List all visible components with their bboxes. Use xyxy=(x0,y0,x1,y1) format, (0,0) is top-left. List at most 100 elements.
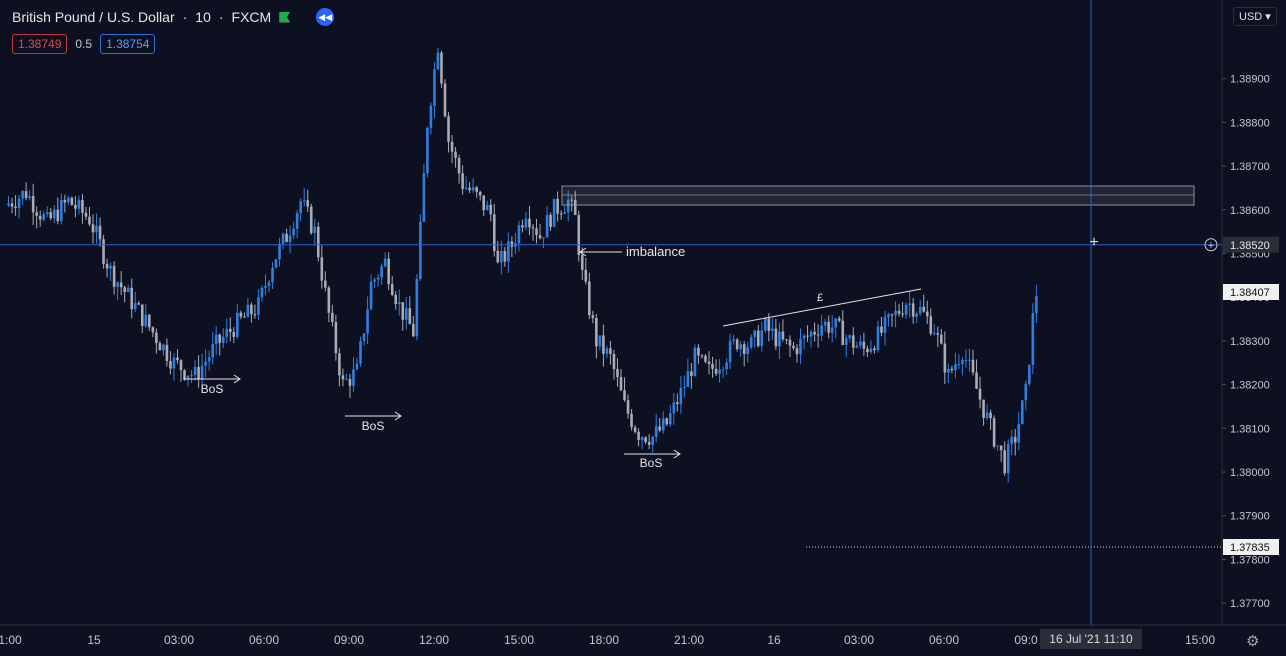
candle-body xyxy=(658,426,662,431)
time-tick-label: 03:00 xyxy=(844,633,874,647)
candle-body xyxy=(760,330,764,346)
candle-body xyxy=(883,317,887,333)
time-axis[interactable]: 1:00 15 03:00 06:00 09:00 12:00 15:00 18:00 21:0… xyxy=(0,624,1286,649)
candle-body xyxy=(830,327,834,333)
candle-body xyxy=(334,322,338,354)
candle-body xyxy=(471,187,475,191)
bos-label: BoS xyxy=(640,456,663,470)
candle-body xyxy=(88,216,91,225)
candle-body xyxy=(788,339,792,346)
candle-body xyxy=(397,302,401,305)
candle-body xyxy=(633,427,637,432)
candle-body xyxy=(573,199,577,215)
candle-body xyxy=(954,364,957,371)
candle-body xyxy=(278,243,281,260)
crosshair-cursor-icon: + xyxy=(1089,234,1098,251)
price-tick-label: 1.38700 xyxy=(1230,161,1270,173)
currency-label: USD xyxy=(1239,11,1263,23)
arrow-head xyxy=(579,247,587,257)
candle-body xyxy=(246,304,250,317)
candle-body xyxy=(802,335,806,339)
candle-body xyxy=(91,224,95,233)
candle-body xyxy=(281,233,285,244)
candle-body xyxy=(345,378,348,380)
candle-body xyxy=(412,324,415,337)
candle-body xyxy=(686,371,690,387)
candle-body xyxy=(489,204,493,215)
candle-body xyxy=(591,315,595,319)
interval-label[interactable]: 10 xyxy=(195,9,211,25)
candle-body xyxy=(957,364,961,366)
candle-body xyxy=(676,402,679,405)
time-tick-label: 15 xyxy=(87,633,101,647)
candle-body xyxy=(961,360,964,365)
candle-body xyxy=(549,214,552,227)
candle-body xyxy=(295,213,299,229)
quote-panel: 1.38749 0.5 1.38754 xyxy=(12,34,156,54)
candle-body xyxy=(140,304,144,327)
candle-body xyxy=(623,390,626,401)
symbol-name[interactable]: British Pound / U.S. Dollar xyxy=(12,9,175,25)
candle-body xyxy=(320,257,324,281)
sell-price-button[interactable]: 1.38749 xyxy=(12,34,68,54)
candle-body xyxy=(964,359,968,361)
candle-body xyxy=(510,241,514,247)
candle-body xyxy=(619,376,623,391)
candle-body xyxy=(975,372,978,389)
spread-value: 0.5 xyxy=(75,37,93,51)
candle-body xyxy=(148,314,151,328)
candle-body xyxy=(1017,424,1021,443)
settings-gear-icon[interactable]: ⚙ xyxy=(1246,633,1260,650)
price-tick-label: 1.38000 xyxy=(1230,467,1270,479)
candle-body xyxy=(806,335,809,337)
candle-body xyxy=(457,157,461,174)
candle-body xyxy=(721,369,725,371)
candle-body xyxy=(214,334,218,345)
candle-body xyxy=(947,368,950,373)
candle-body xyxy=(823,321,827,326)
candle-body xyxy=(81,199,84,213)
price-axis[interactable]: 1.37700 1.37800 1.37900 1.38000 1.38100 1.382… xyxy=(1221,0,1279,625)
candle-body xyxy=(584,269,588,282)
candle-body xyxy=(158,343,162,351)
candle-body xyxy=(992,418,996,447)
candle-body xyxy=(366,309,369,334)
candle-body xyxy=(732,339,735,341)
candle-body xyxy=(373,279,376,282)
candle-body xyxy=(693,347,697,376)
candle-body xyxy=(193,367,197,376)
candle-body xyxy=(707,361,711,364)
candle-body xyxy=(683,386,686,388)
price-tick-label: 1.37900 xyxy=(1230,511,1270,523)
buy-price-button[interactable]: 1.38754 xyxy=(100,34,156,54)
candle-body xyxy=(225,328,229,337)
candle-body xyxy=(725,362,728,370)
candle-body xyxy=(359,341,362,364)
candle-body xyxy=(84,212,88,217)
rewind-icon[interactable]: ◀◀ xyxy=(316,8,335,26)
time-tick-label: 06:00 xyxy=(929,633,959,647)
candle-body xyxy=(602,335,605,354)
candle-body xyxy=(236,312,239,337)
time-tick-label: 18:00 xyxy=(589,633,619,647)
time-tick-label: 12:00 xyxy=(419,633,449,647)
candle-body xyxy=(105,263,109,269)
candle-body xyxy=(271,267,274,283)
candle-body xyxy=(250,304,253,315)
candle-body xyxy=(792,345,795,349)
candle-body xyxy=(264,285,267,288)
last-price-label-bg xyxy=(1223,284,1279,300)
price-tick-label: 1.37800 xyxy=(1230,554,1270,566)
candle-body xyxy=(63,199,67,203)
candle-body xyxy=(577,214,581,256)
candle-body xyxy=(728,340,732,363)
arrow-head xyxy=(394,411,402,421)
currency-selector[interactable]: USD ▾ xyxy=(1233,7,1277,26)
candle-body xyxy=(820,325,823,336)
candle-body xyxy=(873,348,876,351)
candle-body xyxy=(144,314,148,327)
price-tick-label: 1.38200 xyxy=(1230,380,1270,392)
candle-body xyxy=(341,375,345,380)
plus-icon: + xyxy=(1208,240,1214,252)
